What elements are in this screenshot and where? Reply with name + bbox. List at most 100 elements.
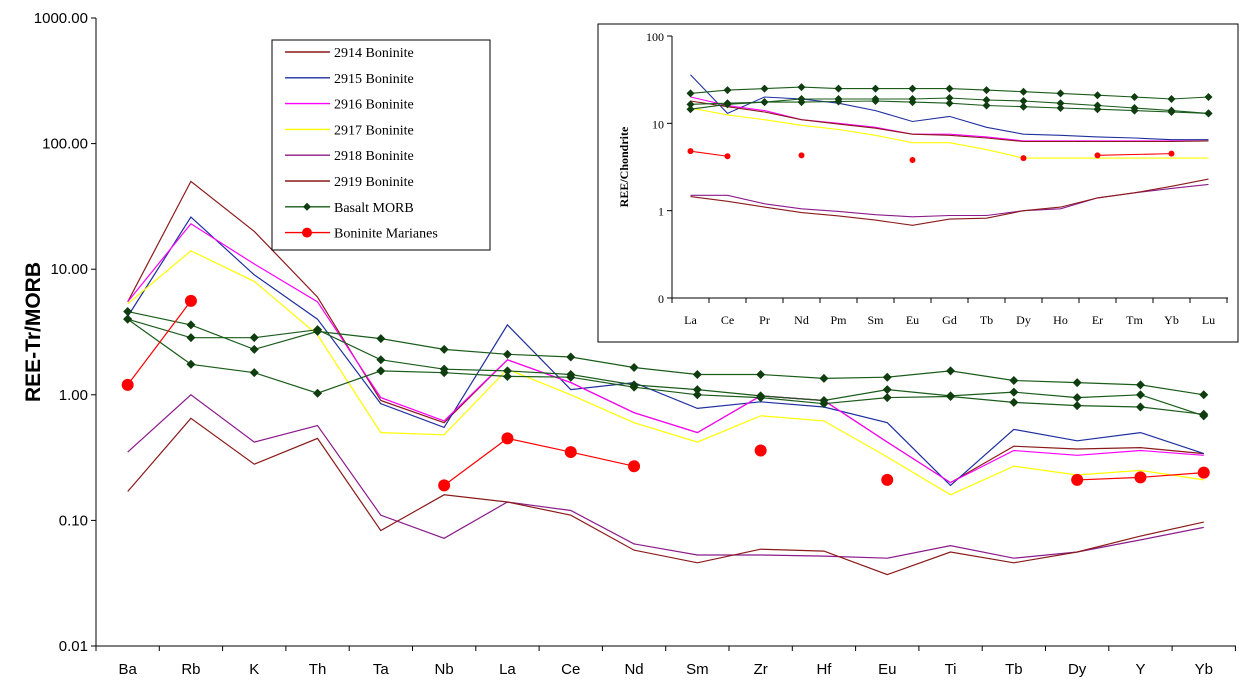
main-series-segment bbox=[443, 437, 508, 486]
main-series-line bbox=[127, 394, 1204, 559]
main-point bbox=[1199, 409, 1209, 419]
main-point bbox=[566, 372, 576, 382]
inset-x-tick-label-yb: Yb bbox=[1164, 313, 1179, 327]
main-series-line bbox=[127, 417, 1204, 576]
legend-entry-2915-boninite: 2915 Boninite bbox=[285, 72, 414, 87]
main-series-line bbox=[127, 318, 1204, 415]
main-x-tick-label-ba: Ba bbox=[118, 661, 137, 678]
main-point bbox=[1197, 466, 1210, 479]
main-point bbox=[186, 359, 196, 369]
main-series-line-8 bbox=[123, 314, 1209, 419]
main-series-2918-boninite bbox=[127, 394, 1204, 559]
main-point bbox=[819, 373, 829, 383]
legend-label: 2918 Boninite bbox=[334, 149, 414, 164]
main-point bbox=[184, 294, 197, 307]
main-series-line bbox=[127, 250, 1204, 496]
main-series-line bbox=[127, 223, 1204, 484]
legend-entry-2916-boninite: 2916 Boninite bbox=[285, 98, 414, 113]
inset-point bbox=[909, 157, 916, 164]
legend-entry-2917-boninite: 2917 Boninite bbox=[285, 123, 414, 138]
inset-y-tick-label: 100 bbox=[646, 30, 664, 44]
legend-entry-2914-boninite: 2914 Boninite bbox=[285, 46, 414, 61]
inset-y-tick-label: 1 bbox=[658, 205, 664, 219]
inset-point bbox=[945, 94, 954, 103]
inset-x-tick-label-er: Er bbox=[1092, 313, 1103, 327]
inset-point bbox=[1168, 150, 1175, 157]
inset-x-tick-label-lu: Lu bbox=[1202, 313, 1215, 327]
legend-entry-2919-boninite: 2919 Boninite bbox=[285, 175, 414, 190]
inset-point bbox=[1094, 152, 1101, 159]
inset-x-tick-label-sm: Sm bbox=[867, 313, 884, 327]
main-point bbox=[819, 399, 829, 409]
inset-point bbox=[1204, 109, 1213, 118]
inset-point bbox=[797, 83, 806, 92]
inset-x-tick-label-gd: Gd bbox=[942, 313, 957, 327]
inset-point bbox=[1056, 99, 1065, 108]
main-point bbox=[186, 320, 196, 330]
main-point bbox=[249, 368, 259, 378]
main-point bbox=[754, 444, 767, 457]
main-series-segment bbox=[1077, 476, 1141, 481]
legend-entry-2918-boninite: 2918 Boninite bbox=[285, 149, 414, 164]
main-point bbox=[566, 352, 576, 362]
inset-x-tick-label-dy: Dy bbox=[1016, 313, 1031, 327]
inset-series-line-8 bbox=[686, 97, 1213, 118]
inset-point bbox=[686, 105, 695, 114]
inset-series-line-1 bbox=[690, 96, 1209, 142]
inset-point bbox=[945, 84, 954, 93]
legend-label: 2914 Boninite bbox=[334, 46, 414, 61]
inset-point bbox=[982, 86, 991, 95]
main-x-tick-label-nb: Nb bbox=[435, 661, 454, 678]
main-point bbox=[1135, 402, 1145, 412]
legend-swatch-marker bbox=[303, 202, 311, 211]
inset-point bbox=[1130, 93, 1139, 102]
inset-point bbox=[1167, 94, 1176, 103]
inset-point bbox=[1019, 87, 1028, 96]
inset-x-tick-label-tm: Tm bbox=[1126, 313, 1143, 327]
main-point bbox=[376, 355, 386, 365]
inset-point bbox=[834, 84, 843, 93]
inset-x-tick-label-nd: Nd bbox=[794, 313, 809, 327]
main-series-line bbox=[127, 311, 1204, 396]
main-x-tick-label-hf: Hf bbox=[816, 661, 832, 678]
main-point bbox=[628, 460, 641, 473]
inset-point bbox=[760, 84, 769, 93]
main-x-tick-label-zr: Zr bbox=[754, 661, 768, 678]
main-x-tick-label-nd: Nd bbox=[624, 661, 643, 678]
inset-point bbox=[798, 152, 805, 159]
legend-entry-boninite-marianes: Boninite Marianes bbox=[285, 227, 438, 242]
main-series-2915-boninite bbox=[127, 216, 1204, 487]
main-x-tick-label-y: Y bbox=[1135, 661, 1145, 678]
legend-entry-basalt-morb: Basalt MORB bbox=[285, 201, 414, 216]
main-series-line bbox=[127, 216, 1204, 487]
legend-label: Basalt MORB bbox=[334, 201, 414, 216]
inset-point bbox=[1020, 155, 1027, 162]
main-point bbox=[756, 393, 766, 403]
inset-y-tick-label: 0 bbox=[658, 292, 664, 306]
inset-series-line bbox=[690, 100, 1209, 143]
main-y-tick-label: 10.00 bbox=[50, 261, 88, 278]
inset-series-line bbox=[690, 107, 1209, 159]
legend-box bbox=[271, 39, 491, 251]
main-point bbox=[1072, 393, 1082, 403]
main-series-2916-boninite bbox=[127, 223, 1204, 484]
main-x-tick-label-ta: Ta bbox=[373, 661, 390, 678]
main-point bbox=[1009, 387, 1019, 397]
inset-series-line bbox=[690, 178, 1209, 226]
inset-point bbox=[1167, 107, 1176, 116]
main-point bbox=[502, 366, 512, 376]
main-point bbox=[1009, 375, 1019, 385]
main-point bbox=[882, 385, 892, 395]
main-x-tick-label-yb: Yb bbox=[1195, 661, 1213, 678]
main-point bbox=[123, 307, 133, 317]
inset-point bbox=[982, 96, 991, 105]
main-point bbox=[121, 378, 134, 391]
main-x-tick-label-eu: Eu bbox=[878, 661, 896, 678]
inset-point bbox=[723, 86, 732, 95]
inset-point bbox=[1019, 102, 1028, 111]
main-x-tick-label-tb: Tb bbox=[1005, 661, 1023, 678]
main-series-line-7 bbox=[123, 314, 1209, 421]
main-point bbox=[946, 366, 956, 376]
